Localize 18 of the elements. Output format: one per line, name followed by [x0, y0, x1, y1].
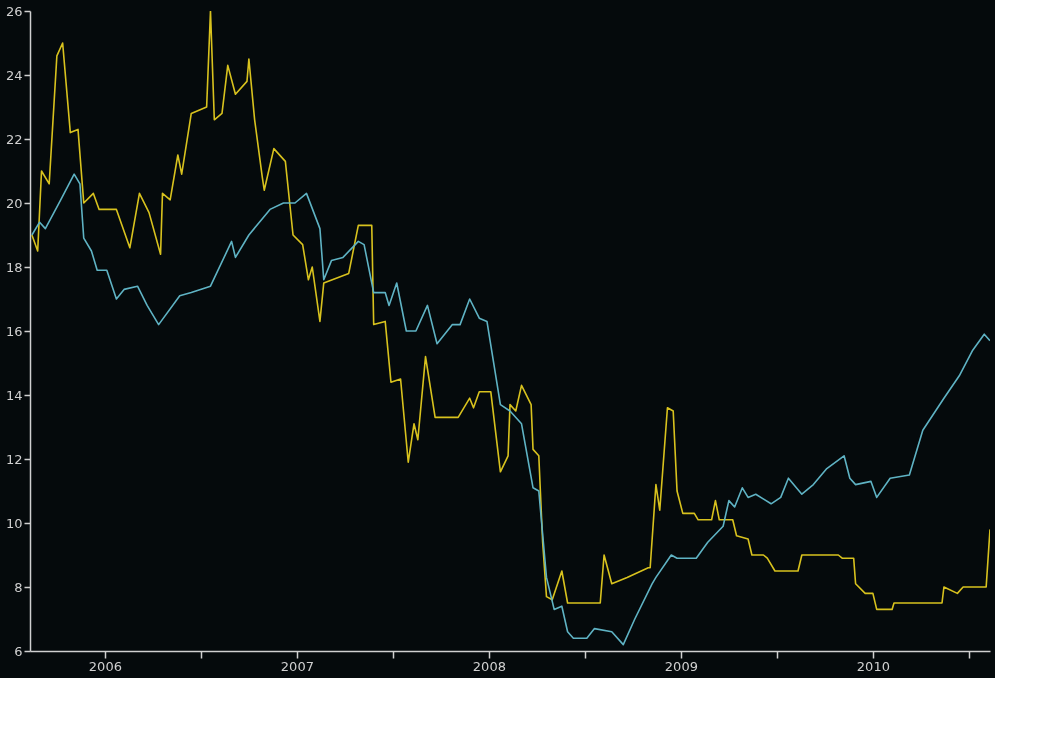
y-tick-label: 10 — [5, 515, 23, 531]
y-tick-label: 8 — [14, 579, 23, 595]
y-tick-label: 14 — [5, 387, 23, 403]
x-tick-label: 2010 — [856, 658, 890, 674]
y-tick-label: 22 — [5, 131, 23, 147]
y-tick-label: 12 — [5, 451, 23, 467]
y-tick-label: 6 — [14, 643, 23, 659]
y-tick-label: 18 — [5, 259, 23, 275]
line-series — [31, 173, 990, 646]
x-tick-label: 2008 — [472, 658, 506, 674]
y-tick-label: 26 — [5, 3, 23, 19]
line-series — [31, 11, 990, 611]
y-tick-label: 16 — [5, 323, 23, 339]
x-tick-label: 2009 — [664, 658, 698, 674]
y-tick-label: 24 — [5, 67, 23, 83]
x-tick-label: 2006 — [88, 658, 122, 674]
y-tick-label: 20 — [5, 195, 23, 211]
x-tick-label: 2007 — [280, 658, 314, 674]
